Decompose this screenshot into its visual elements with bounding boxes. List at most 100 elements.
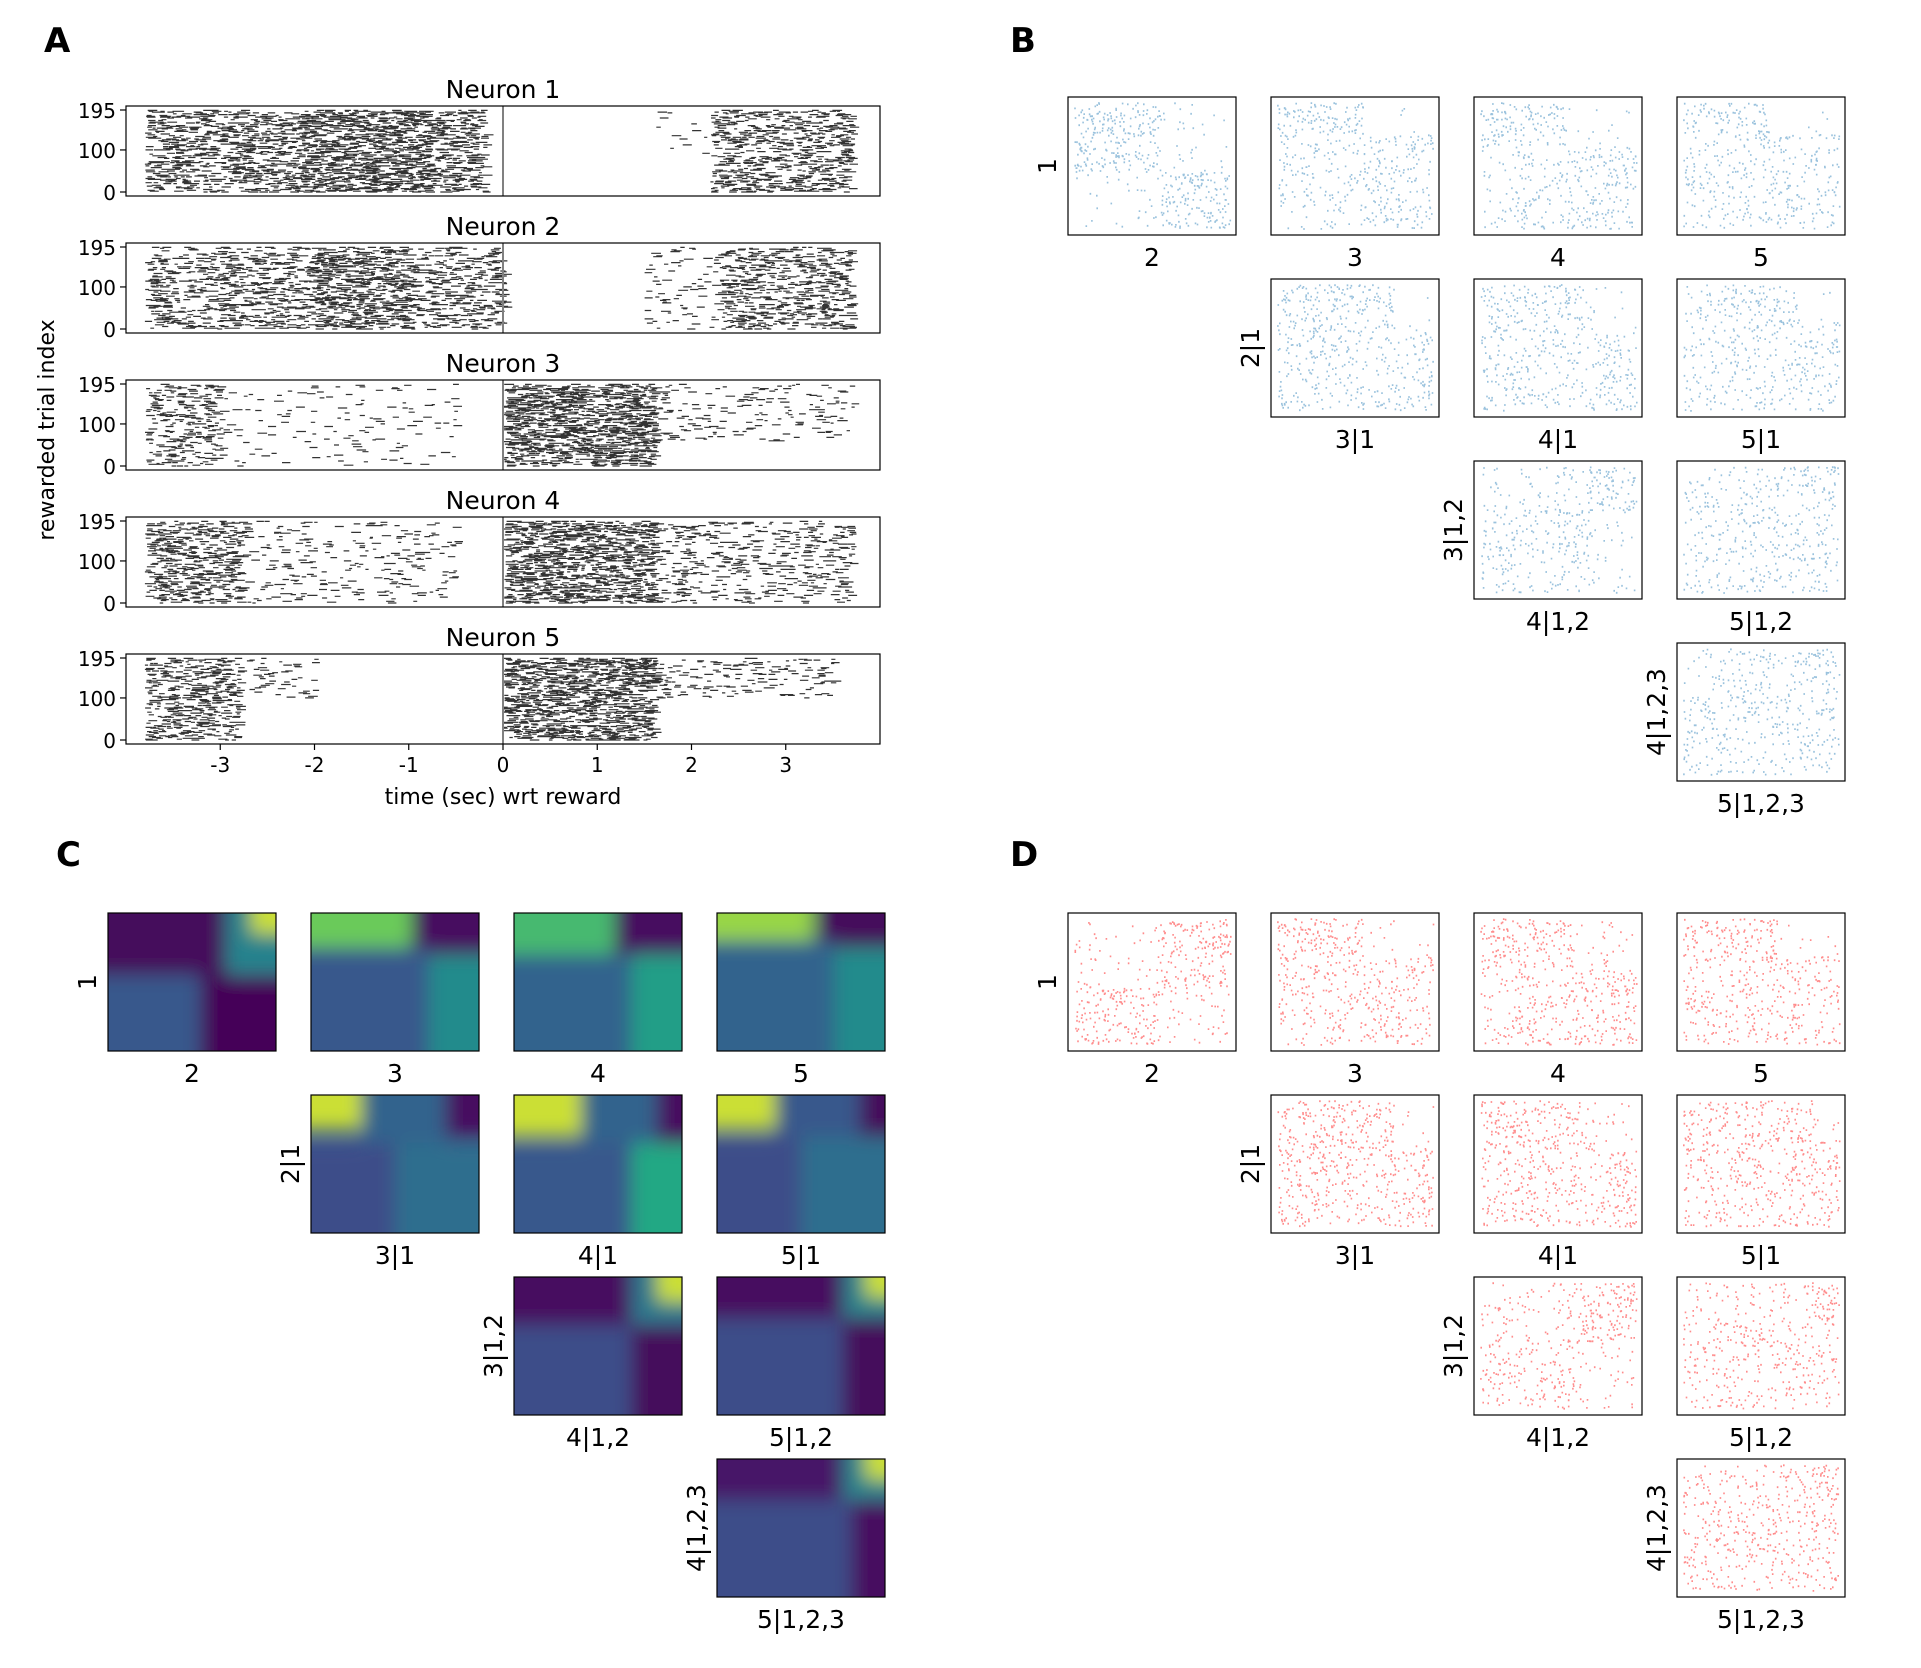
grid-cell-5: 5 bbox=[1676, 912, 1846, 1088]
grid-cell-x-label: 5 bbox=[1753, 243, 1769, 272]
heatmap-region bbox=[859, 1095, 885, 1137]
raster-title-neuron-3: Neuron 3 bbox=[446, 349, 561, 378]
grid-row-y-label: 3|1,2 bbox=[479, 1314, 508, 1378]
y-tick-label: 195 bbox=[78, 236, 116, 260]
heatmap-region bbox=[514, 1095, 582, 1137]
y-tick-label: 195 bbox=[78, 99, 116, 123]
scatter-points bbox=[1683, 918, 1841, 1046]
grid-cell-frame bbox=[1676, 460, 1846, 600]
heatmap-region bbox=[311, 947, 429, 1051]
x-tick-label: 3 bbox=[779, 753, 792, 777]
heatmap-region bbox=[717, 1318, 843, 1415]
heatmap-region bbox=[514, 1143, 632, 1233]
grid-cell-x-label: 4|1,2 bbox=[566, 1423, 630, 1452]
grid-cell-x-label: 3|1 bbox=[1335, 425, 1375, 454]
grid-cell-frame bbox=[107, 912, 277, 1052]
grid-cell-4: 4 bbox=[1473, 96, 1643, 272]
scatter-points bbox=[1074, 102, 1232, 229]
scatter-points bbox=[1481, 466, 1638, 594]
grid-cell-frame bbox=[716, 912, 886, 1052]
scatter-points bbox=[1277, 918, 1435, 1046]
scatter-points bbox=[1480, 1100, 1638, 1228]
y-tick-label: 100 bbox=[78, 687, 116, 711]
grid-cell-5: 5 bbox=[716, 912, 886, 1088]
raster-neuron-5: Neuron 5 0 100 195 -3 -2 -1 0 1 2 3 bbox=[78, 623, 881, 777]
heatmap-region bbox=[717, 1136, 801, 1233]
heatmap-region bbox=[108, 975, 201, 1051]
grid-cell-x-label: 4|1 bbox=[578, 1241, 618, 1270]
scatter-points bbox=[1683, 648, 1841, 776]
heatmap-region bbox=[514, 954, 632, 1051]
heatmap-region bbox=[717, 1095, 776, 1130]
grid-cell-x-label: 5|1 bbox=[1741, 425, 1781, 454]
x-tick-label: 0 bbox=[497, 753, 510, 777]
grid-row-y-label: 1 bbox=[1033, 974, 1062, 990]
grid-cell-frame bbox=[1676, 1458, 1846, 1598]
grid-cell-4-1: 4|1 bbox=[1473, 278, 1643, 454]
raster-y-axis-label: rewarded trial index bbox=[35, 319, 60, 540]
scatter-points bbox=[1277, 102, 1434, 230]
panel-d-scatter-grid: 213 4 53|12|14|1 5|14|1,23|1,25|1,25|1,2,34… bbox=[1033, 912, 1846, 1634]
raster-axes-frame bbox=[125, 516, 881, 608]
heatmap-region bbox=[614, 913, 682, 955]
panel-c-heatmap-grid: 213 4 53|12|14|1 5|14|1,23|1,25|1,25|1,2,34… bbox=[73, 912, 886, 1634]
heatmap-region bbox=[656, 1095, 682, 1144]
grid-cell-frame bbox=[310, 912, 480, 1052]
scatter-points bbox=[1074, 919, 1232, 1045]
grid-cell-5-1-2-3: 5|1,2,3 4|1,2,3 bbox=[1642, 642, 1846, 818]
grid-cell-4-1: 4|1 bbox=[513, 1094, 683, 1270]
grid-cell-x-label: 5|1 bbox=[781, 1241, 821, 1270]
grid-cell-x-label: 5|1,2,3 bbox=[1717, 1605, 1805, 1634]
grid-cell-x-label: 5|1,2 bbox=[769, 1423, 833, 1452]
raster-spikes bbox=[144, 109, 860, 193]
grid-cell-4-1-2: 4|1,2 3|1,2 bbox=[1439, 1276, 1643, 1452]
heatmap-region bbox=[445, 1095, 479, 1137]
raster-axes-frame bbox=[125, 105, 881, 197]
grid-cell-x-label: 3 bbox=[1347, 243, 1363, 272]
grid-cell-3: 3 bbox=[1270, 912, 1440, 1088]
grid-cell-frame bbox=[716, 1094, 886, 1234]
raster-axes-frame bbox=[125, 379, 881, 471]
grid-cell-5-1: 5|1 bbox=[1676, 278, 1846, 454]
raster-axes-frame bbox=[125, 242, 881, 334]
y-tick-label: 0 bbox=[103, 729, 116, 753]
heatmap-region bbox=[514, 1277, 632, 1326]
scatter-points bbox=[1480, 1282, 1638, 1410]
heatmap-region bbox=[514, 913, 615, 955]
grid-cell-frame bbox=[1473, 278, 1643, 418]
panel-letter-d: D bbox=[1010, 835, 1038, 875]
scatter-points bbox=[1683, 466, 1840, 594]
grid-cell-x-label: 5|1 bbox=[1741, 1241, 1781, 1270]
grid-cell-frame bbox=[1473, 1276, 1643, 1416]
heatmap-region bbox=[851, 1500, 885, 1597]
raster-spike-ticks bbox=[144, 520, 859, 604]
grid-cell-4-1-2: 4|1,2 3|1,2 bbox=[1439, 460, 1643, 636]
y-tick-label: 0 bbox=[103, 181, 116, 205]
grid-cell-x-label: 3 bbox=[1347, 1059, 1363, 1088]
grid-row-y-label: 3|1,2 bbox=[1439, 1314, 1468, 1378]
y-tick-label: 100 bbox=[78, 550, 116, 574]
raster-neuron-4: Neuron 4 0 100 195 bbox=[78, 486, 881, 616]
grid-cell-frame bbox=[1676, 96, 1846, 236]
x-tick-label: 1 bbox=[591, 753, 604, 777]
grid-cell-5-1-2-3: 5|1,2,3 4|1,2,3 bbox=[682, 1458, 886, 1634]
scatter-points bbox=[1480, 102, 1638, 230]
y-tick-label: 0 bbox=[103, 318, 116, 342]
heatmap-region bbox=[717, 913, 815, 941]
grid-cell-x-label: 3|1 bbox=[375, 1241, 415, 1270]
grid-cell-frame bbox=[1473, 96, 1643, 236]
grid-cell-frame bbox=[1473, 1094, 1643, 1234]
raster-spikes bbox=[144, 657, 842, 741]
heatmap-region bbox=[843, 1318, 885, 1415]
grid-cell-x-label: 5|1,2 bbox=[1729, 1423, 1793, 1452]
grid-cell-5-1: 5|1 bbox=[716, 1094, 886, 1270]
grid-cell-x-label: 4 bbox=[590, 1059, 606, 1088]
panel-b-scatter-grid: 213 4 53|12|14|1 5|14|1,23|1,25|1,25|1,2,34… bbox=[1033, 96, 1846, 818]
grid-row-y-label: 4|1,2,3 bbox=[1642, 1484, 1671, 1572]
grid-cell-5-1-2: 5|1,2 bbox=[1676, 1276, 1846, 1452]
y-tick-label: 100 bbox=[78, 413, 116, 437]
heatmap-region bbox=[311, 1143, 395, 1233]
y-tick-label: 100 bbox=[78, 276, 116, 300]
scatter-points bbox=[1683, 284, 1841, 412]
